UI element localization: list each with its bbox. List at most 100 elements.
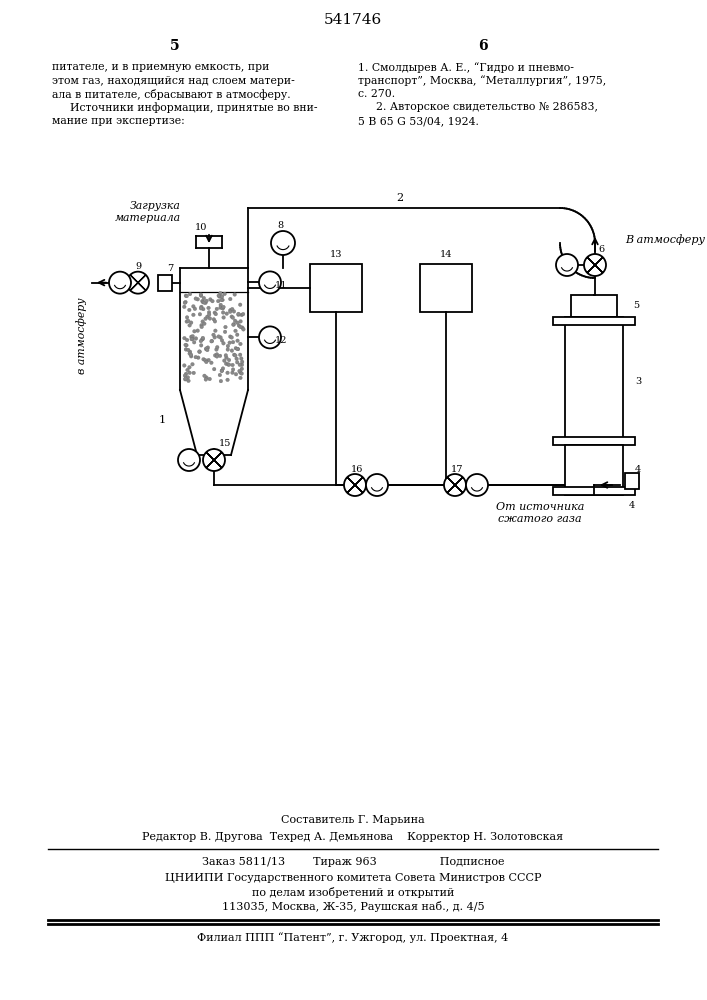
Text: 10: 10 <box>194 223 207 232</box>
Circle shape <box>226 363 230 366</box>
Circle shape <box>220 339 224 342</box>
Circle shape <box>223 330 227 334</box>
Circle shape <box>183 374 187 377</box>
Circle shape <box>188 324 192 327</box>
Circle shape <box>240 357 243 360</box>
Text: 6: 6 <box>478 39 488 53</box>
Circle shape <box>240 360 244 364</box>
Circle shape <box>207 311 211 314</box>
Circle shape <box>228 308 232 312</box>
Circle shape <box>184 294 187 298</box>
Text: с. 270.: с. 270. <box>358 89 395 99</box>
Circle shape <box>230 307 234 311</box>
Circle shape <box>230 371 234 374</box>
Circle shape <box>238 369 241 373</box>
Circle shape <box>185 320 189 323</box>
Text: 2: 2 <box>397 193 404 203</box>
Circle shape <box>206 348 209 352</box>
Text: ЦНИИПИ Государственного комитета Совета Министров СССР: ЦНИИПИ Государственного комитета Совета … <box>165 873 542 883</box>
Circle shape <box>218 295 221 298</box>
Circle shape <box>466 474 488 496</box>
Text: 8: 8 <box>277 222 283 231</box>
Text: 4: 4 <box>635 466 641 475</box>
Circle shape <box>212 367 216 371</box>
Circle shape <box>228 341 231 344</box>
Circle shape <box>209 298 212 301</box>
Polygon shape <box>447 477 463 493</box>
Circle shape <box>208 317 211 320</box>
Circle shape <box>194 337 198 340</box>
Circle shape <box>201 300 205 304</box>
Circle shape <box>182 364 186 367</box>
Circle shape <box>199 306 203 310</box>
Circle shape <box>188 371 192 375</box>
Circle shape <box>218 336 223 339</box>
Text: 15: 15 <box>219 440 231 448</box>
Text: Филиал ППП “Патент”, г. Ужгород, ул. Проектная, 4: Филиал ППП “Патент”, г. Ужгород, ул. Про… <box>197 933 508 943</box>
Circle shape <box>240 313 243 317</box>
Polygon shape <box>587 257 603 273</box>
Circle shape <box>235 347 240 351</box>
Circle shape <box>259 326 281 348</box>
Circle shape <box>201 338 204 341</box>
Text: 6: 6 <box>598 244 604 253</box>
Circle shape <box>240 372 243 375</box>
Circle shape <box>204 359 207 362</box>
Text: 16: 16 <box>351 464 363 474</box>
Circle shape <box>228 310 232 314</box>
Text: 113035, Москва, Ж-35, Раушская наб., д. 4/5: 113035, Москва, Ж-35, Раушская наб., д. … <box>222 900 484 912</box>
Text: 1. Смолдырев А. Е., “Гидро и пневмо-: 1. Смолдырев А. Е., “Гидро и пневмо- <box>358 62 574 73</box>
Circle shape <box>210 339 214 343</box>
Circle shape <box>204 378 208 381</box>
Circle shape <box>219 379 223 383</box>
Circle shape <box>216 299 220 303</box>
Bar <box>553 317 635 325</box>
Text: 9: 9 <box>135 262 141 271</box>
Circle shape <box>237 312 240 316</box>
Circle shape <box>189 353 193 357</box>
Circle shape <box>214 312 218 316</box>
Circle shape <box>220 369 223 373</box>
Circle shape <box>203 374 206 378</box>
Text: 14: 14 <box>440 250 452 259</box>
Circle shape <box>196 329 199 332</box>
Circle shape <box>237 313 240 317</box>
Text: Составитель Г. Марьина: Составитель Г. Марьина <box>281 815 425 825</box>
Circle shape <box>211 333 216 337</box>
Bar <box>565 317 623 445</box>
Circle shape <box>221 295 224 298</box>
Circle shape <box>233 293 237 296</box>
Circle shape <box>188 350 192 354</box>
Circle shape <box>204 301 207 305</box>
Circle shape <box>232 323 235 326</box>
Circle shape <box>230 349 234 352</box>
Circle shape <box>192 329 196 333</box>
Circle shape <box>224 362 228 366</box>
Circle shape <box>221 306 225 310</box>
Bar <box>553 487 635 495</box>
Circle shape <box>231 340 235 344</box>
Circle shape <box>223 359 226 362</box>
Circle shape <box>191 334 194 338</box>
Circle shape <box>214 320 217 323</box>
Circle shape <box>217 294 221 297</box>
Circle shape <box>239 320 243 323</box>
Circle shape <box>228 297 232 301</box>
Circle shape <box>189 335 193 339</box>
Circle shape <box>185 338 189 342</box>
Circle shape <box>230 315 233 318</box>
Text: транспорт”, Москва, “Металлургия”, 1975,: транспорт”, Москва, “Металлургия”, 1975, <box>358 76 606 86</box>
Bar <box>310 264 362 312</box>
Circle shape <box>202 296 206 300</box>
Circle shape <box>235 333 239 337</box>
Circle shape <box>186 368 189 372</box>
Circle shape <box>235 339 240 343</box>
Circle shape <box>192 371 196 375</box>
Text: В атмосферу: В атмосферу <box>625 235 705 245</box>
Bar <box>420 264 472 312</box>
Circle shape <box>232 310 235 313</box>
Circle shape <box>185 316 189 319</box>
Circle shape <box>214 354 217 357</box>
Circle shape <box>218 306 222 309</box>
Polygon shape <box>130 275 146 291</box>
